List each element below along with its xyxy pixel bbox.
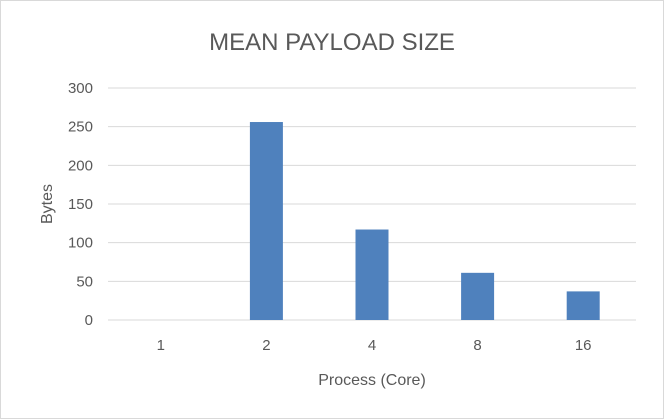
x-axis-label: Process (Core) [318, 372, 426, 389]
x-tick-labels: 1 2 4 8 16 [157, 337, 592, 354]
x-tick-label: 4 [368, 337, 376, 354]
y-tick-label: 50 [76, 273, 93, 290]
x-tick-label: 16 [575, 337, 592, 354]
bars [249, 122, 600, 320]
bar-16 [566, 291, 600, 320]
y-tick-labels: 0 50 100 150 200 250 300 [68, 80, 93, 329]
y-tick-label: 200 [68, 157, 93, 174]
bar-8 [461, 272, 495, 320]
chart-title: MEAN PAYLOAD SIZE [209, 29, 455, 56]
x-tick-label: 2 [262, 337, 270, 354]
y-tick-label: 250 [68, 119, 93, 136]
y-tick-label: 100 [68, 235, 93, 252]
bar-2 [249, 122, 283, 320]
y-tick-label: 300 [68, 80, 93, 97]
x-tick-label: 1 [157, 337, 165, 354]
bar-4 [355, 229, 389, 320]
y-tick-label: 150 [68, 196, 93, 213]
gridlines [108, 87, 636, 321]
y-tick-label: 0 [85, 312, 93, 329]
x-tick-label: 8 [473, 337, 481, 354]
y-axis-label: Bytes [39, 184, 56, 224]
